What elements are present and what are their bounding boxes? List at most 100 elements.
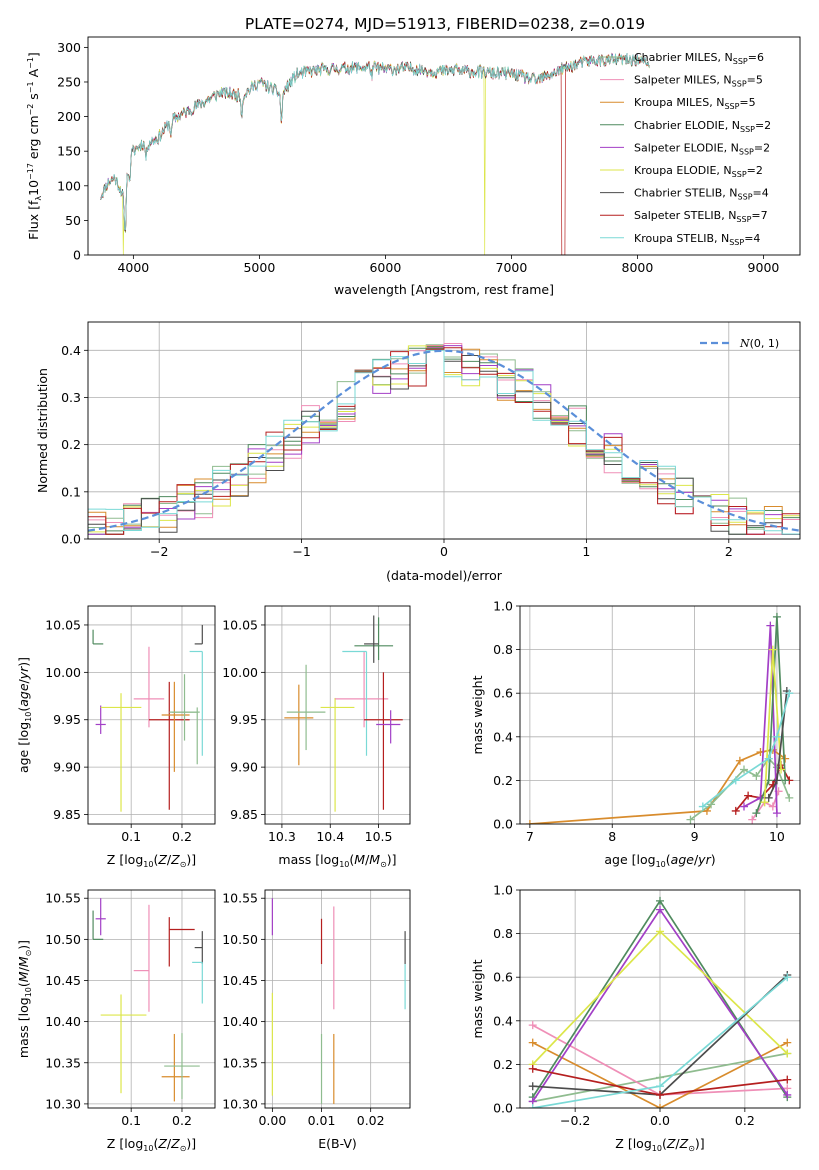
x-tick-label: 0.2 <box>735 1113 755 1128</box>
weight-marker <box>735 756 744 765</box>
x-tick-label: 10.4 <box>316 829 344 844</box>
x-tick-label: 8 <box>608 829 616 844</box>
weight-marker <box>768 645 777 654</box>
y-tick-label: 0.6 <box>493 970 513 985</box>
legend-entry: Salpeter ELODIE, NSSP=2 <box>634 141 770 156</box>
y-tick-label: 0.2 <box>493 773 513 788</box>
y-tick-label: 9.90 <box>53 760 81 775</box>
y-tick-label: 0.4 <box>61 343 81 358</box>
errorbar-point <box>168 917 195 967</box>
y-tick-label: 1.0 <box>493 599 513 614</box>
weight-marker <box>707 800 716 809</box>
y-tick-label: 250 <box>57 74 81 89</box>
x-tick-label: 4000 <box>117 260 149 275</box>
weight-marker <box>783 1038 792 1047</box>
y-tick-label: 9.95 <box>230 712 258 727</box>
y-tick-label: 10.50 <box>45 932 81 947</box>
weight-series <box>752 612 790 818</box>
weight-marker <box>760 798 769 807</box>
weight-marker <box>698 802 707 811</box>
weight-marker <box>764 754 773 763</box>
legend-entry: Salpeter MILES, NSSP=5 <box>634 74 763 89</box>
spectrum-line <box>100 54 650 255</box>
y-tick-label: 0.3 <box>61 390 81 405</box>
weight-marker <box>781 754 790 763</box>
mass_EBV-axes: 0.00 0.01 0.02 10.30 10.35 10.40 10.45 10.50 10.… <box>222 890 410 1128</box>
weight-marker <box>783 1090 792 1099</box>
axes-frame <box>87 36 801 256</box>
weight-marker <box>731 776 740 785</box>
x-tick-label: 0.2 <box>172 829 192 844</box>
y-tick-label: 10.45 <box>45 973 81 988</box>
weight-marker <box>525 820 534 824</box>
x-tick-label: 5000 <box>243 260 275 275</box>
y-tick-label: 0.6 <box>493 686 513 701</box>
errorbar-point <box>95 898 106 936</box>
weight-marker <box>752 809 761 818</box>
weight-marker <box>656 1090 664 1099</box>
x-tick-label: 9 <box>691 829 699 844</box>
residual-histogram <box>88 347 800 535</box>
x-axis-label: Z [log10(Z/Z⊙)] <box>107 1136 196 1153</box>
y-tick-label: 100 <box>57 178 81 193</box>
y-tick-label: 10.35 <box>222 1055 258 1070</box>
y-tick-label: 10.05 <box>222 617 258 632</box>
weight_age-axes: 7 8 9 10 0.0 0.2 0.4 0.6 0.8 1.0 <box>493 599 800 844</box>
spectrum-line <box>100 53 650 232</box>
x-tick-label: 0.1 <box>121 1113 141 1128</box>
weight-series <box>528 973 792 1108</box>
errorbar-point <box>100 693 142 812</box>
errorbar-point <box>284 684 314 766</box>
errorbar-point <box>133 646 165 728</box>
y-tick-label: 10.30 <box>45 1096 81 1111</box>
legend-entry: N(0, 1) <box>739 337 779 350</box>
weight-marker <box>783 1075 792 1084</box>
residuals-axes: −2 −1 0 1 2 0.0 0.1 0.2 0.3 0.4 <box>61 322 800 559</box>
weight-marker <box>748 815 757 824</box>
errorbar-point <box>92 629 104 645</box>
errorbar-point <box>171 707 198 765</box>
y-tick-label: 10.45 <box>222 973 258 988</box>
x-tick-label: 0.0 <box>650 1113 670 1128</box>
axes-frame <box>87 889 216 1109</box>
x-tick-label: 10.3 <box>268 829 296 844</box>
x-tick-label: 0.01 <box>308 1113 336 1128</box>
weight-marker <box>752 772 761 781</box>
errorbar-point <box>194 931 203 965</box>
axes-frame <box>87 321 801 540</box>
errorbar-point <box>364 672 403 810</box>
x-tick-label: 0.02 <box>357 1113 385 1128</box>
x-axis-label: E(B-V) <box>318 1136 357 1151</box>
y-tick-label: 0.0 <box>493 1101 513 1116</box>
y-tick-label: 0.2 <box>61 437 81 452</box>
x-tick-label: 6000 <box>369 260 401 275</box>
weight-marker <box>766 621 775 630</box>
spectrum-line <box>100 52 650 233</box>
weight-marker <box>528 1104 537 1108</box>
y-axis-label: age [log10(age/yr)] <box>16 657 33 773</box>
x-tick-label: 0.2 <box>172 1113 192 1128</box>
legend-entry: Kroupa MILES, NSSP=5 <box>634 96 756 111</box>
y-tick-label: 0 <box>73 248 81 263</box>
x-tick-label: 7000 <box>496 260 528 275</box>
y-tick-label: 10.55 <box>222 891 258 906</box>
weight-series <box>525 745 790 824</box>
weight-marker <box>656 905 664 914</box>
y-tick-label: 0.2 <box>493 1057 513 1072</box>
weight-marker <box>772 776 781 785</box>
errorbar-point <box>192 961 203 1004</box>
errorbar-point <box>148 681 190 810</box>
spectrum-line <box>100 52 650 233</box>
axes-frame <box>264 889 411 1109</box>
y-tick-label: 10.35 <box>45 1055 81 1070</box>
errorbar-point <box>92 910 104 940</box>
weight-marker <box>764 793 773 802</box>
y-axis-label: mass weight <box>470 959 485 1038</box>
x-axis-label: Z [log10(Z/Z⊙)] <box>615 1136 704 1153</box>
errorbar-point <box>161 681 190 772</box>
weight-marker <box>656 927 664 936</box>
legend-entry: Chabrier STELIB, NSSP=4 <box>634 187 769 202</box>
weight-marker <box>785 689 794 698</box>
y-axis-label: Flux [fλ10−17 erg cm−2 s−1 A−1] <box>26 52 43 240</box>
